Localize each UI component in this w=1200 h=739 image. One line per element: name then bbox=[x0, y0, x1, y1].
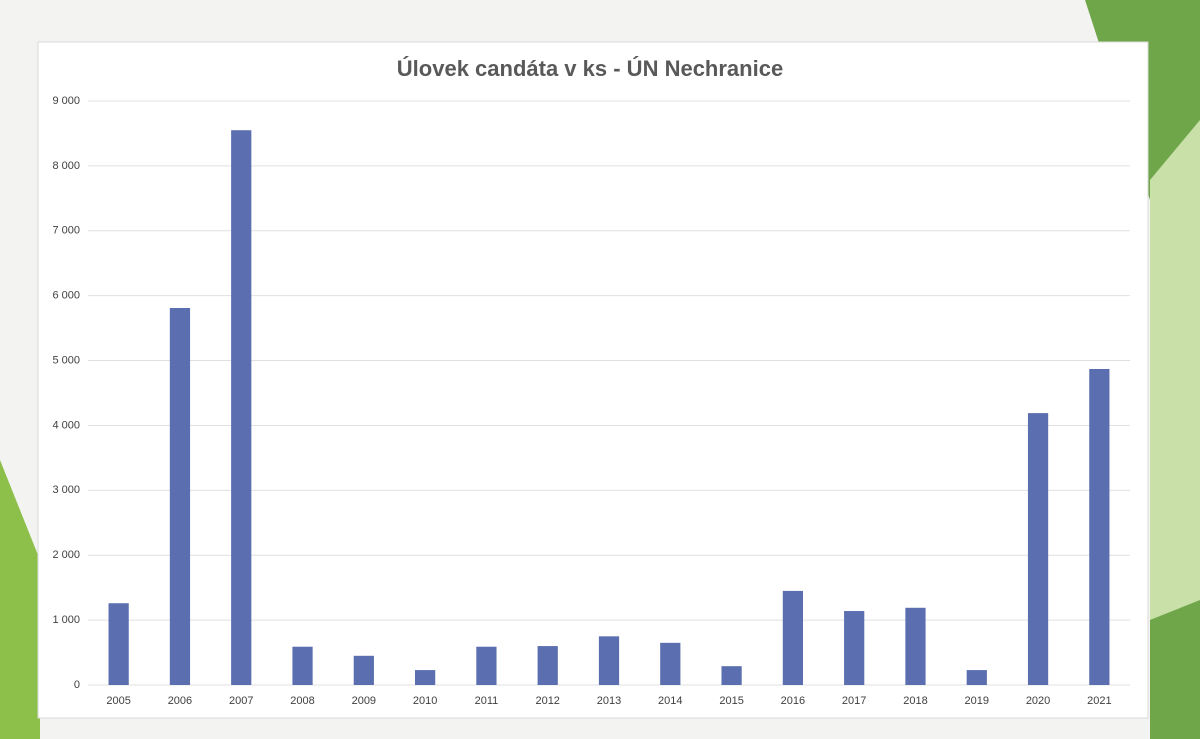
x-tick-label: 2013 bbox=[597, 695, 621, 707]
x-tick-label: 2007 bbox=[229, 695, 253, 707]
bar bbox=[537, 646, 558, 685]
decor-left-green bbox=[0, 460, 40, 739]
y-tick-label: 5 000 bbox=[52, 354, 80, 366]
bar bbox=[415, 670, 436, 685]
y-tick-label: 9 000 bbox=[52, 95, 80, 107]
bar bbox=[231, 130, 252, 685]
y-tick-label: 8 000 bbox=[52, 160, 80, 172]
x-tick-label: 2012 bbox=[535, 695, 559, 707]
x-tick-label: 2008 bbox=[290, 695, 314, 707]
x-tick-label: 2015 bbox=[719, 695, 743, 707]
x-tick-label: 2016 bbox=[781, 695, 805, 707]
bar bbox=[905, 607, 926, 685]
y-tick-label: 4 000 bbox=[52, 419, 80, 431]
x-tick-label: 2017 bbox=[842, 695, 866, 707]
chart-panel bbox=[37, 41, 1149, 719]
x-tick-label: 2020 bbox=[1026, 695, 1050, 707]
y-tick-label: 6 000 bbox=[52, 290, 80, 302]
decor-light-green bbox=[1150, 120, 1200, 620]
x-tick-label: 2010 bbox=[413, 695, 437, 707]
bar bbox=[966, 670, 987, 685]
bar bbox=[1089, 368, 1110, 685]
x-tick-label: 2014 bbox=[658, 695, 682, 707]
bar bbox=[844, 611, 865, 685]
x-tick-label: 2019 bbox=[965, 695, 989, 707]
bar bbox=[660, 642, 681, 685]
chart-title: Úlovek candáta v ks - ÚN Nechranice bbox=[397, 56, 783, 81]
y-tick-label: 7 000 bbox=[52, 225, 80, 237]
y-tick-label: 1 000 bbox=[52, 614, 80, 626]
y-tick-label: 0 bbox=[74, 679, 80, 691]
x-tick-label: 2006 bbox=[168, 695, 192, 707]
bar bbox=[1027, 413, 1049, 685]
bar bbox=[598, 636, 620, 685]
x-tick-label: 2021 bbox=[1087, 695, 1111, 707]
bar bbox=[169, 307, 191, 685]
bar bbox=[782, 590, 803, 685]
y-tick-label: 2 000 bbox=[52, 549, 80, 561]
y-tick-label: 3 000 bbox=[52, 484, 80, 496]
bar bbox=[292, 646, 313, 685]
x-tick-label: 2009 bbox=[352, 695, 376, 707]
x-tick-label: 2005 bbox=[106, 695, 130, 707]
bar bbox=[721, 666, 742, 685]
bar bbox=[108, 603, 129, 685]
bar bbox=[476, 646, 497, 685]
bar bbox=[353, 655, 374, 685]
x-tick-label: 2011 bbox=[475, 695, 499, 707]
x-tick-label: 2018 bbox=[903, 695, 927, 707]
